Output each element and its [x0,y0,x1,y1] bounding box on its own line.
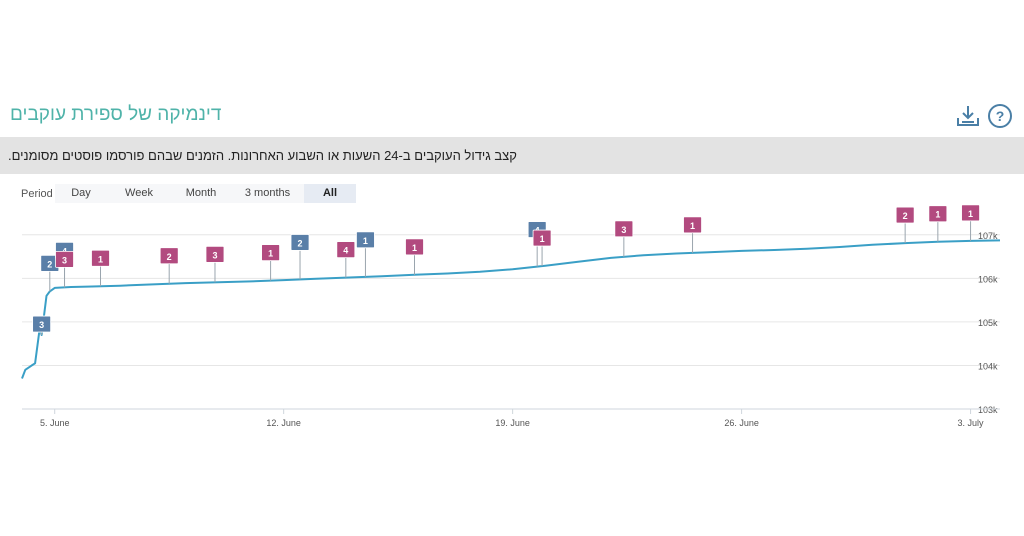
post-marker-label: 1 [412,243,417,253]
post-marker-label: 4 [343,246,348,256]
post-marker-label: 1 [540,234,545,244]
post-marker-label: 2 [903,211,908,221]
post-marker [961,205,980,222]
post-marker-label: 2 [298,238,303,248]
post-marker-label: 1 [363,236,368,246]
post-marker [336,241,356,258]
post-marker-label: 1 [935,210,940,220]
period-label: Period [21,188,53,200]
post-marker [32,315,52,333]
post-marker [614,220,634,238]
x-tick-label: 5. June [40,418,70,428]
post-marker-label: 1 [268,249,273,259]
post-marker [895,206,915,224]
post-marker-label: 1 [690,221,695,231]
y-tick-label: 103k [978,405,998,415]
post-marker [261,244,280,261]
post-marker-label: 2 [167,252,172,262]
description-text: קצב גידול העוקבים ב-24 השעות או השבוע הא… [8,148,517,163]
post-marker [55,250,74,268]
description-bar: קצב גידול העוקבים ב-24 השעות או השבוע הא… [0,137,1024,174]
tab-day[interactable]: Day [55,184,107,203]
post-marker [205,245,225,263]
followers-line [21,239,1001,379]
post-marker [356,231,375,249]
post-marker-label: 3 [212,250,217,260]
post-marker-label: 1 [98,254,103,264]
widget-header: דינמיקה של ספירת עוקבים ? [0,98,1024,136]
post-marker [683,216,702,234]
widget-title: דינמיקה של ספירת עוקבים [10,104,222,125]
tab-week[interactable]: Week [107,184,171,203]
post-marker [928,205,948,223]
followers-chart: 103k 104k 105k 106k 107k 5. June 12. June 19. J… [21,205,1001,428]
x-tick-label: 19. June [495,418,530,428]
period-tabs: Day Week Month 3 months All [55,184,356,203]
x-tick-label: 3. July [958,418,985,428]
post-marker [405,238,424,256]
post-marker [290,234,310,251]
post-marker-label: 1 [968,209,973,219]
question-mark-icon[interactable]: ? [987,103,1013,129]
download-icon[interactable] [955,103,981,129]
y-tick-label: 106k [978,274,998,284]
post-marker [91,249,110,267]
x-tick-label: 26. June [724,418,759,428]
svg-text:?: ? [996,108,1005,124]
post-marker-label: 3 [62,255,67,265]
post-marker [532,229,552,247]
post-marker-label: 3 [39,320,44,330]
tab-3-months[interactable]: 3 months [231,184,304,203]
tab-month[interactable]: Month [171,184,231,203]
x-tick-label: 12. June [266,418,301,428]
post-marker-label: 3 [621,225,626,235]
y-tick-label: 105k [978,318,998,328]
post-marker [159,247,179,265]
y-tick-label: 107k [978,231,998,241]
post-marker-label: 2 [47,259,52,269]
y-tick-label: 104k [978,361,998,371]
tab-all[interactable]: All [304,184,356,203]
